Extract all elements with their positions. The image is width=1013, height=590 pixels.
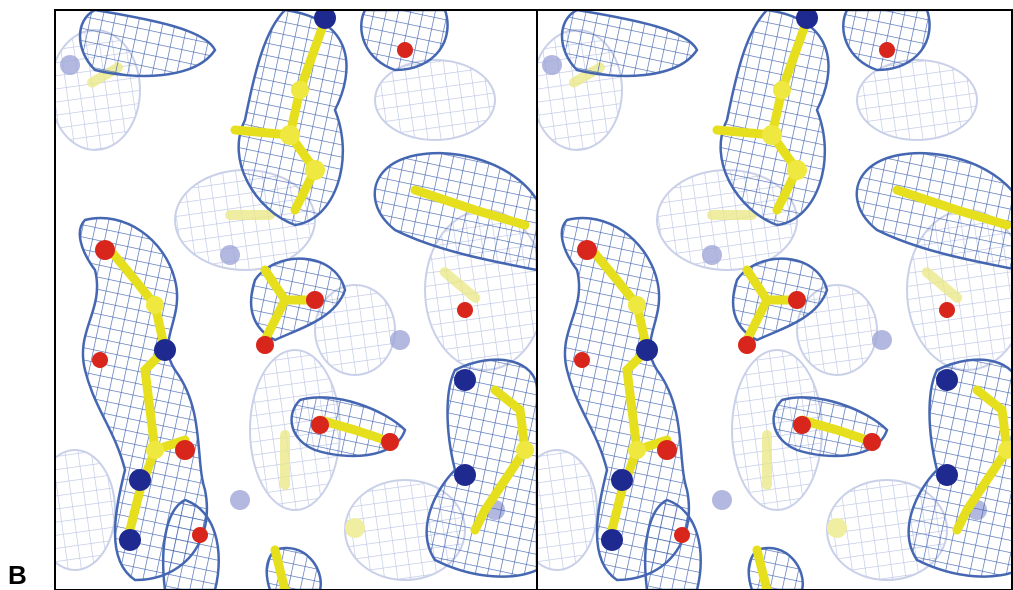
stereo-left — [35, 7, 545, 590]
figure: B — [0, 0, 1013, 590]
stereo-view — [0, 0, 1013, 590]
panel-label: B — [8, 560, 27, 590]
stereo-right — [517, 7, 1013, 590]
